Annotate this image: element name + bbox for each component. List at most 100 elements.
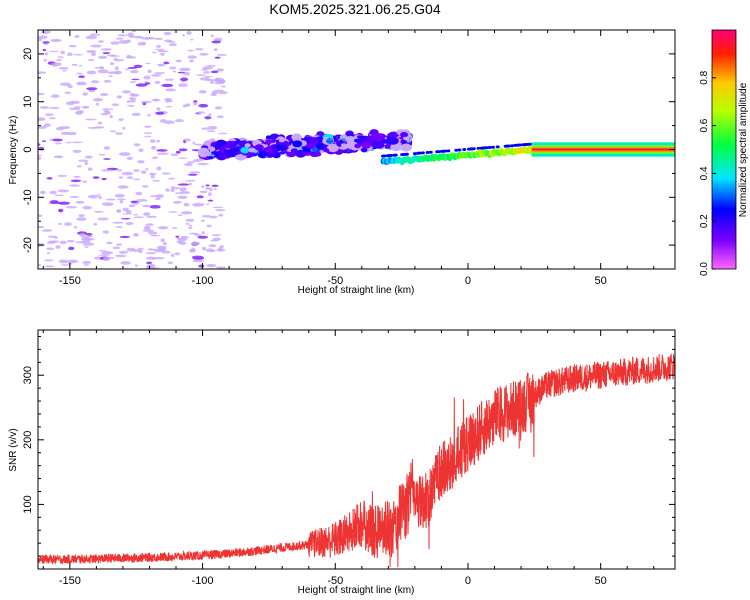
spectrogram-cell (87, 167, 93, 171)
spectrogram-cell (144, 135, 152, 138)
spectrogram-cell (43, 259, 54, 262)
spectrogram-cell (130, 97, 136, 101)
spectrogram-cell (78, 214, 85, 218)
spectrogram-cell (323, 148, 330, 153)
spectrogram-cell (177, 157, 188, 159)
spectrogram-cell (57, 56, 64, 59)
spectrogram-cell (126, 247, 136, 252)
spectrogram-cell (125, 221, 134, 226)
spectrogram-cell (206, 263, 217, 268)
colorbar-gradient (711, 29, 737, 270)
spectrogram-cell (169, 66, 177, 70)
spectrogram-cell (425, 151, 430, 155)
spectrogram-cell (192, 257, 205, 260)
spectrogram-cell (118, 118, 124, 122)
spectrogram-cell (114, 193, 125, 198)
y-tick-label: -10 (22, 189, 34, 205)
spectrogram-cell (147, 69, 152, 74)
spectrogram-cell (144, 36, 156, 40)
spectrogram-cell (135, 191, 143, 196)
spectrogram-cell (97, 69, 109, 74)
spectrogram-cell (75, 110, 83, 115)
spectrogram-cell (188, 249, 196, 253)
spectrogram-cell (145, 252, 157, 255)
spectrogram-cell (225, 149, 237, 158)
spectrogram-cell (366, 135, 373, 140)
spectrogram-cell (152, 98, 160, 102)
spectrogram-cell (390, 142, 403, 152)
spectrogram-cell (215, 266, 226, 269)
spectrogram-cell (279, 142, 285, 147)
spectrogram-cell (38, 225, 45, 229)
spectrogram-cell (112, 246, 121, 250)
spectrogram-cell (46, 247, 55, 251)
spectrogram-cell (181, 34, 185, 37)
spectrogram-xlabel: Height of straight line (km) (298, 285, 415, 296)
spectrogram-cell (382, 154, 387, 158)
spectrogram-cell (202, 246, 207, 251)
spectrogram-cell (109, 114, 113, 119)
spectrogram-cell (218, 247, 222, 251)
spectrogram-cell (155, 111, 165, 115)
spectrogram-cell (309, 137, 319, 144)
spectrogram-cell (133, 143, 141, 147)
spectrogram-cell (149, 234, 161, 237)
spectrogram-cell (38, 38, 43, 42)
spectrogram-cell (94, 66, 104, 69)
spectrogram-cell (215, 208, 226, 212)
spectrogram-cell (101, 251, 113, 255)
spectrogram-cell (381, 139, 389, 144)
spectrogram-cell (168, 211, 179, 213)
spectrogram-cell (100, 92, 109, 97)
x-tick-label: -50 (327, 275, 343, 287)
spectrogram-cell (192, 202, 204, 207)
spectrogram-cell (57, 189, 70, 193)
y-tick-label: 0 (22, 146, 34, 152)
spectrogram-cell (89, 33, 101, 36)
spectrogram-cell (191, 241, 201, 246)
spectrogram-cell (140, 100, 153, 104)
spectrogram-cell (188, 182, 193, 186)
spectrogram-cell (160, 238, 165, 243)
spectrogram-cell (56, 174, 68, 177)
spectrogram-cell (115, 226, 123, 229)
spectrogram-cell (183, 202, 190, 207)
spectrogram-cell (393, 153, 398, 157)
spectrogram-cell (206, 64, 217, 67)
spectrogram-cell (84, 246, 89, 248)
spectrogram-cell (354, 138, 360, 143)
spectrogram-cell (60, 264, 70, 266)
spectrogram-cell (145, 82, 151, 85)
spectrogram-cell (38, 125, 47, 129)
spectrogram-cell (372, 133, 385, 142)
spectrogram-cell (122, 126, 126, 130)
spectrogram-cell (187, 161, 195, 164)
spectrogram-cell (150, 74, 162, 77)
spectrogram-cell (152, 156, 158, 160)
spectrogram-cell (214, 106, 223, 110)
spectrogram-cell (142, 204, 151, 208)
spectrogram-cell (81, 240, 91, 244)
spectrogram-cell (265, 135, 272, 140)
spectrogram-cell (128, 204, 136, 208)
spectrogram-cell (207, 130, 216, 132)
spectrogram-cell (198, 103, 209, 108)
spectrogram-cell (144, 125, 152, 128)
spectrogram-cell (176, 240, 183, 244)
spectrogram-cell (38, 214, 43, 218)
spectrogram-cell (78, 64, 83, 67)
spectrogram-cell (161, 83, 174, 88)
spectrogram-cell (161, 172, 172, 175)
spectrogram-cell (198, 264, 205, 268)
spectrogram-cell (58, 208, 64, 213)
spectrogram-cell (57, 222, 62, 226)
spectrogram-cell (138, 249, 143, 254)
spectrogram-cell (44, 52, 49, 56)
spectrogram-cell (217, 132, 228, 135)
spectrogram-cell (192, 141, 196, 145)
spectrogram-cell (156, 245, 167, 250)
spectrogram-cell (177, 214, 183, 216)
spectrogram-cell (201, 215, 212, 218)
spectrogram-cell (52, 138, 63, 142)
spectrogram-cell (137, 247, 145, 250)
